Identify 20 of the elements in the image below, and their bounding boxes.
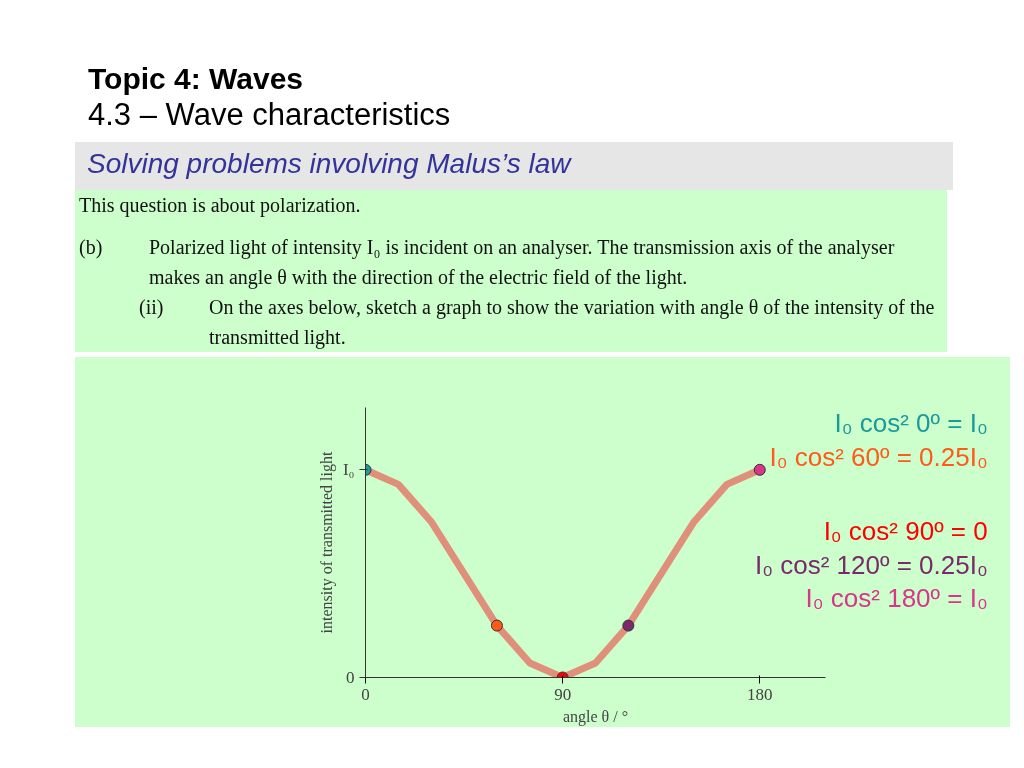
text: Polarized light of intensity I₀ is incident on an analyser. The transmission axis of the analyser makes an angle θ with the direction of the electric field of the light. <box>149 235 896 291</box>
text: I₀ <box>342 460 355 480</box>
x-tick-label: 180 <box>747 684 773 704</box>
text: 0 <box>346 668 355 688</box>
y-axis-title: intensity of transmitted light <box>317 451 336 634</box>
x-tick-label: 0 <box>361 684 370 704</box>
annotation: I₀ cos² 180º = I₀ <box>804 582 988 616</box>
text: On the axes below, sketch a graph to show the variation with angle θ of the intensity of the transmitted light. <box>209 295 936 351</box>
chart-title: Topic 4: Waves <box>88 62 305 97</box>
text: This question is about polarization. <box>79 193 362 219</box>
annotation: I₀ cos² 90º = 0 <box>822 514 988 548</box>
text: I₀ cos² 0º = I₀ <box>833 407 988 441</box>
text: Solving problems involving Malus’s law <box>75 142 953 191</box>
text: (ii) <box>139 295 165 321</box>
x-tick-label: 90 <box>554 684 572 704</box>
chart-subtitle: 4.3 – Wave characteristics <box>88 96 451 133</box>
annotation: I₀ cos² 60º = 0.25I₀ <box>768 440 988 474</box>
annotation: I₀ cos² 120º = 0.25I₀ <box>755 548 988 582</box>
text: (b) <box>79 235 104 261</box>
x-axis-title: angle θ / ° <box>562 707 629 726</box>
